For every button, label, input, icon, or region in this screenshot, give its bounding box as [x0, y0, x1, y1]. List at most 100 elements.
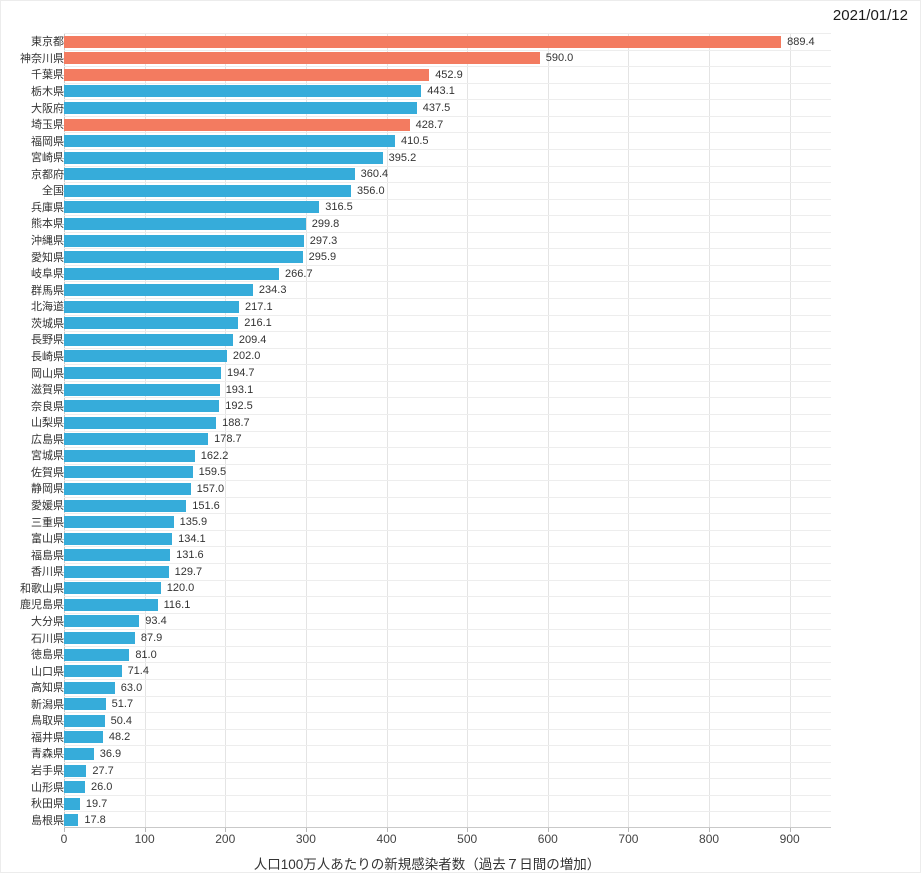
x-axis-tick-label: 700 [618, 832, 639, 846]
bar [64, 665, 122, 678]
category-label: 石川県 [31, 632, 64, 645]
value-label: 297.3 [309, 234, 338, 247]
y-tick-mark [61, 422, 64, 424]
bar [64, 781, 85, 794]
bar-row: 兵庫県 316.5 [5, 198, 831, 216]
value-label: 51.7 [111, 698, 134, 711]
value-label: 360.4 [360, 168, 389, 181]
bar-track: 216.1 [61, 314, 831, 332]
category-label: 徳島県 [31, 649, 64, 662]
y-tick-mark [61, 373, 64, 375]
y-tick-mark [61, 257, 64, 259]
category-label: 福岡県 [31, 135, 64, 148]
bar-row: 青森県 36.9 [5, 745, 831, 762]
y-tick-mark [61, 273, 64, 275]
y-tick-mark [61, 74, 64, 76]
bar-track: 209.4 [61, 331, 831, 348]
y-tick-mark [61, 604, 64, 606]
category-label: 新潟県 [31, 698, 64, 711]
value-label: 202.0 [232, 350, 261, 363]
bar-track: 81.0 [61, 645, 831, 663]
bar-row: 長野県 209.4 [5, 331, 831, 348]
bar-row: 北海道 217.1 [5, 298, 831, 315]
value-label: 217.1 [245, 300, 273, 313]
y-tick-mark [61, 207, 64, 209]
value-label: 135.9 [179, 516, 208, 529]
bar-row: 群馬県 234.3 [5, 281, 831, 298]
bar-track: 63.0 [61, 678, 831, 696]
x-axis-tick-label: 100 [134, 832, 155, 846]
bar-row: 大分県 93.4 [5, 612, 831, 630]
category-label: 青森県 [31, 748, 64, 761]
value-label: 50.4 [110, 714, 133, 727]
y-tick-mark [61, 124, 64, 126]
bar-track: 590.0 [61, 49, 831, 67]
value-label: 193.1 [225, 383, 254, 396]
bar-row: 全国 356.0 [5, 182, 831, 199]
y-tick-mark [61, 91, 64, 93]
value-label: 452.9 [435, 68, 463, 81]
bar-row: 佐賀県 159.5 [5, 463, 831, 481]
value-label: 234.3 [258, 284, 287, 297]
bar [64, 499, 187, 512]
y-tick-mark [61, 190, 64, 192]
bar-track: 135.9 [61, 513, 831, 530]
bar [64, 217, 306, 230]
bar-track: 151.6 [61, 496, 831, 514]
value-label: 120.0 [166, 582, 195, 595]
x-axis-tick-label: 900 [779, 832, 800, 846]
bar [64, 251, 303, 264]
value-label: 889.4 [787, 35, 815, 48]
bar-row: 愛知県 295.9 [5, 248, 831, 265]
bar-row: 埼玉県 428.7 [5, 115, 831, 133]
y-tick-mark [61, 223, 64, 225]
bar [64, 135, 395, 148]
y-tick-mark [61, 588, 64, 590]
bar [64, 433, 209, 446]
bar [64, 333, 233, 346]
bar-track: 48.2 [61, 728, 831, 746]
category-label: 滋賀県 [31, 384, 64, 397]
category-label: 大阪府 [31, 102, 64, 115]
category-label: 京都府 [31, 168, 64, 181]
y-tick-mark [61, 472, 64, 474]
bar-row: 島根県 17.8 [5, 811, 831, 828]
value-label: 116.1 [163, 598, 191, 611]
y-tick-mark [61, 803, 64, 805]
bar-track: 266.7 [61, 264, 831, 282]
y-tick-mark [61, 522, 64, 524]
category-label: 鳥取県 [31, 715, 64, 728]
category-label: 富山県 [31, 533, 64, 546]
category-label: 栃木県 [31, 85, 64, 98]
bar-row: 福島県 131.6 [5, 546, 831, 563]
bar [64, 400, 220, 413]
value-label: 299.8 [311, 217, 340, 230]
bar-row: 奈良県 192.5 [5, 397, 831, 414]
bar-row: 長崎県 202.0 [5, 347, 831, 365]
category-label: 山口県 [31, 665, 64, 678]
bar-row: 茨城県 216.1 [5, 314, 831, 332]
value-label: 295.9 [308, 251, 337, 264]
bar [64, 300, 240, 313]
bar [64, 184, 352, 197]
value-label: 159.5 [198, 466, 227, 479]
bar [64, 416, 217, 429]
bar-track: 131.6 [61, 546, 831, 563]
bar [64, 632, 135, 645]
y-tick-mark [61, 174, 64, 176]
category-label: 香川県 [31, 566, 64, 579]
bar [64, 168, 355, 181]
bar [64, 383, 220, 396]
value-label: 192.5 [225, 400, 253, 413]
category-label: 三重県 [31, 516, 64, 529]
bar-row: 山梨県 188.7 [5, 413, 831, 431]
bar-row: 神奈川県 590.0 [5, 49, 831, 67]
category-label: 神奈川県 [20, 52, 64, 65]
bar [64, 85, 422, 98]
bar [64, 648, 130, 661]
y-tick-mark [61, 555, 64, 557]
bar-row: 石川県 87.9 [5, 629, 831, 646]
category-label: 静岡県 [31, 483, 64, 496]
bar-track: 234.3 [61, 281, 831, 298]
x-axis: 0 100 200 300 400 500 600 700 800 900 [1, 832, 920, 850]
